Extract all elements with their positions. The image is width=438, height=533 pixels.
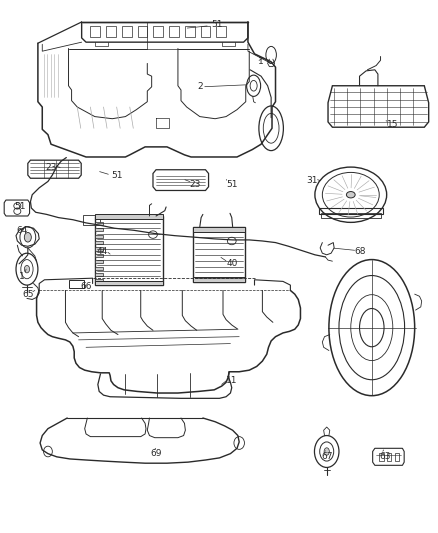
Bar xyxy=(193,227,244,232)
Text: 51: 51 xyxy=(226,180,237,189)
Bar xyxy=(95,266,102,270)
Text: 66: 66 xyxy=(80,282,92,291)
Bar xyxy=(138,26,147,37)
Polygon shape xyxy=(327,86,427,127)
Bar xyxy=(153,26,162,37)
Bar xyxy=(378,453,383,461)
Text: 63: 63 xyxy=(378,453,390,462)
Text: 23: 23 xyxy=(189,180,201,189)
Text: 64: 64 xyxy=(16,226,27,235)
Bar xyxy=(95,260,102,263)
Bar xyxy=(193,277,244,282)
Bar xyxy=(95,281,162,285)
Ellipse shape xyxy=(346,191,354,198)
Bar xyxy=(90,26,100,37)
Bar xyxy=(122,26,131,37)
Bar xyxy=(95,228,102,231)
Bar xyxy=(95,241,102,244)
Text: 15: 15 xyxy=(386,119,397,128)
Polygon shape xyxy=(28,160,81,178)
Text: 2: 2 xyxy=(197,82,202,91)
Bar xyxy=(95,214,162,219)
Text: 68: 68 xyxy=(354,247,365,256)
Text: 69: 69 xyxy=(150,449,162,458)
Ellipse shape xyxy=(323,448,328,455)
Bar xyxy=(394,453,399,461)
Text: 51: 51 xyxy=(14,203,26,212)
Bar xyxy=(106,26,116,37)
Bar xyxy=(216,26,226,37)
Bar xyxy=(184,26,194,37)
Bar xyxy=(318,208,382,214)
Bar xyxy=(68,280,84,288)
Bar xyxy=(321,213,380,217)
Bar xyxy=(193,227,244,282)
Text: 65: 65 xyxy=(22,290,33,299)
Text: 1: 1 xyxy=(19,272,25,280)
Text: 51: 51 xyxy=(111,171,122,180)
Text: 44: 44 xyxy=(96,247,108,256)
Text: 40: 40 xyxy=(226,260,237,268)
Bar xyxy=(95,254,102,257)
Ellipse shape xyxy=(24,232,31,242)
Text: 23: 23 xyxy=(45,163,57,172)
Text: 51: 51 xyxy=(211,20,223,29)
Ellipse shape xyxy=(24,265,29,273)
Bar xyxy=(95,247,102,251)
Text: 31: 31 xyxy=(306,176,317,185)
Bar xyxy=(95,235,102,238)
Text: 11: 11 xyxy=(226,376,237,385)
Bar xyxy=(95,273,102,276)
Bar xyxy=(386,453,391,461)
Bar xyxy=(95,279,102,282)
Bar xyxy=(169,26,178,37)
Text: 67: 67 xyxy=(320,453,332,462)
Bar xyxy=(95,222,102,225)
Bar xyxy=(83,215,99,225)
Polygon shape xyxy=(152,169,208,190)
Bar xyxy=(200,26,210,37)
Text: 1: 1 xyxy=(258,58,263,66)
Bar xyxy=(95,216,162,285)
Polygon shape xyxy=(372,448,403,465)
